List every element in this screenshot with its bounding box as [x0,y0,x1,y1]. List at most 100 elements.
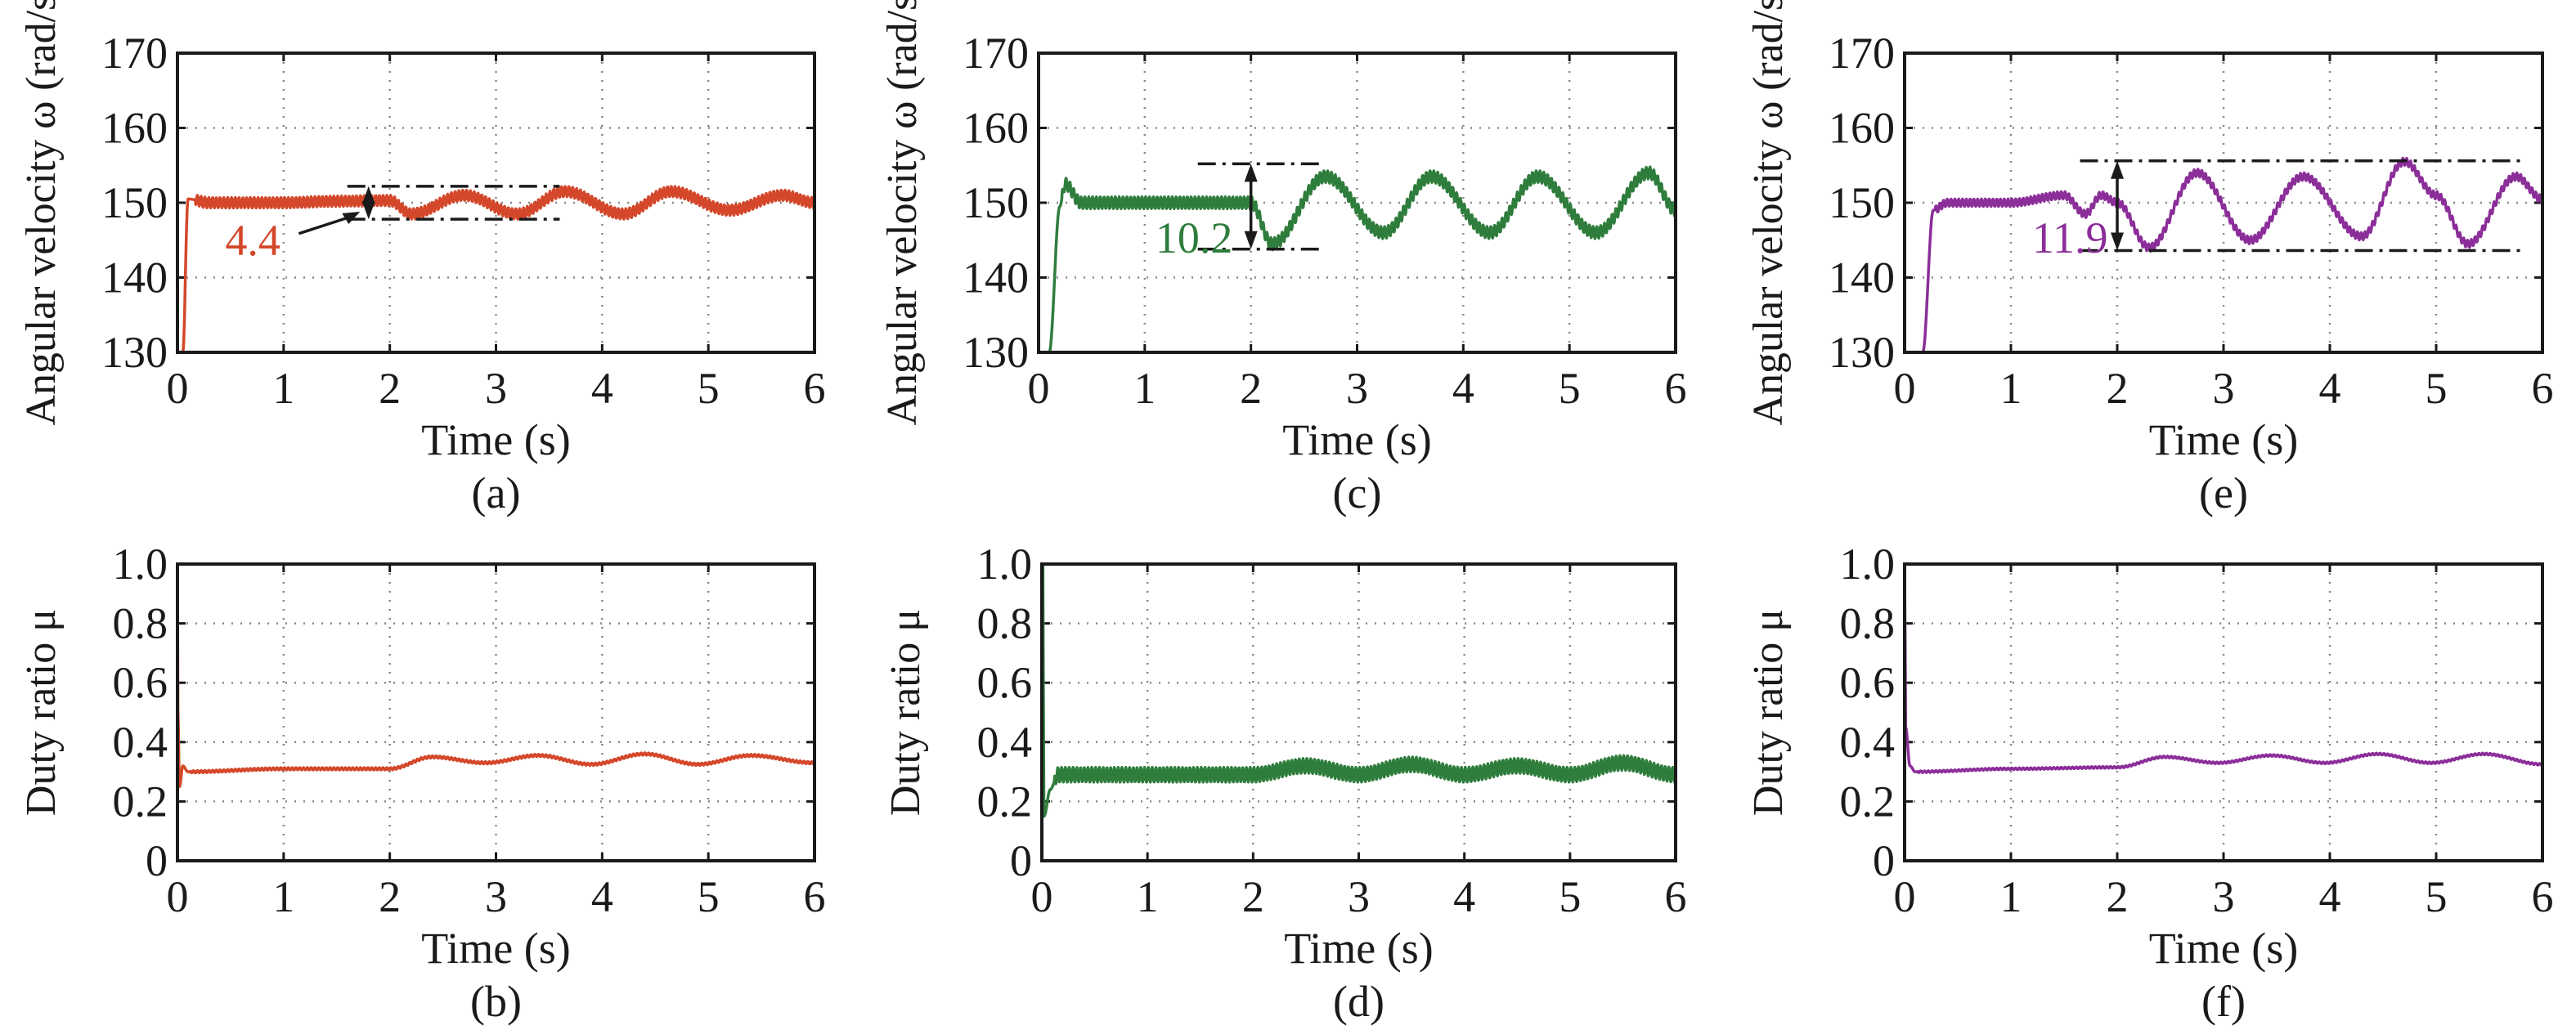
x-axis-label: Time (s) [1284,924,1434,973]
y-tick-label: 1.0 [977,540,1033,589]
y-tick-label: 0.6 [113,658,168,707]
x-tick-label: 6 [1665,872,1687,921]
series-line-c [1048,165,1677,353]
y-axis-label: Duty ratio μ [18,609,65,816]
x-axis-label: Time (s) [421,924,571,973]
axes-frame [176,52,816,354]
x-tick-label: 4 [2319,872,2341,921]
series-line-a [181,185,816,353]
arrow-head-up-icon [2111,160,2124,179]
x-tick-label: 5 [2426,364,2448,413]
x-tick-label: 4 [591,364,613,413]
x-tick-label: 6 [2532,364,2554,413]
y-tick-label: 1.0 [1840,540,1896,589]
panel-a: 0 1 2 3 4 5 6 130 140 150 160 170 4.4 Angular velocit… [18,0,826,517]
x-tick-label: 1 [1137,872,1159,921]
y-tick-label: 150 [101,178,168,227]
panel-b: 0 1 2 3 4 5 6 0 0.2 0.4 0.6 0.8 1.0 Duty ratio μ Time … [18,540,826,1026]
x-tick-label: 1 [1133,364,1156,413]
amplitude-label: 11.9 [2032,213,2108,262]
x-tick-label: 1 [2000,872,2022,921]
axes-frame [176,562,816,862]
panel-c: 0 1 2 3 4 5 6 130 140 150 160 170 10.2 Angular veloci… [879,0,1687,517]
y-tick-label: 150 [1829,178,1895,227]
x-tick-label: 4 [591,872,613,921]
x-tick-label: 1 [272,364,294,413]
y-tick-label: 0 [146,836,168,885]
arrow-head-down-icon [1244,231,1258,249]
y-tick-label: 160 [101,104,168,153]
x-tick-label: 0 [1031,872,1053,921]
x-tick-label: 1 [272,872,294,921]
x-tick-label: 6 [1665,364,1687,413]
x-axis-label: Time (s) [421,415,571,464]
x-tick-label: 4 [2319,364,2341,413]
x-tick-label: 0 [1894,364,1916,413]
y-tick-label: 0.2 [977,777,1033,826]
series-line-f [1903,563,2544,774]
arrow-head-down-icon [361,201,375,220]
series-line-b [176,563,816,789]
x-tick-label: 3 [1346,364,1368,413]
x-axis-label: Time (s) [1282,415,1432,464]
x-tick-label: 2 [379,364,401,413]
y-axis-label: Duty ratio μ [882,609,929,816]
x-tick-label: 6 [804,872,826,921]
panel-d: 0 1 2 3 4 5 6 0 0.2 0.4 0.6 0.8 1.0 Duty ratio μ Time … [882,540,1687,1026]
panel-caption: (a) [472,468,521,517]
y-tick-label: 0.8 [1840,599,1896,648]
y-tick-label: 0.6 [1840,658,1896,707]
x-tick-label: 6 [2532,872,2554,921]
y-tick-label: 0.4 [977,718,1033,767]
axes-frame [1040,562,1677,862]
x-tick-label: 5 [2426,872,2448,921]
y-tick-label: 170 [1829,29,1895,78]
arrow-head-up-icon [1244,163,1258,182]
axes-frame [1037,52,1677,354]
x-tick-label: 2 [1240,364,1262,413]
x-tick-label: 4 [1452,364,1474,413]
x-tick-label: 0 [1894,872,1916,921]
panel-e: 0 1 2 3 4 5 6 130 140 150 160 170 11.9 Angular veloci… [1745,0,2554,517]
x-tick-label: 0 [167,872,189,921]
y-axis-label: Angular velocity ω (rad/s) [879,0,926,426]
x-tick-label: 5 [698,872,720,921]
y-tick-label: 160 [963,104,1029,153]
y-tick-label: 0.4 [1840,718,1896,767]
x-tick-label: 2 [2107,872,2129,921]
x-tick-label: 3 [2213,364,2235,413]
y-tick-label: 0 [1873,836,1895,885]
series-line-e [1921,156,2544,353]
panel-caption: (d) [1333,977,1384,1026]
y-tick-label: 150 [963,178,1029,227]
panel-caption: (e) [2199,468,2248,517]
amplitude-label: 4.4 [225,216,280,265]
y-tick-label: 0.2 [1840,777,1896,826]
y-tick-label: 0.2 [113,777,168,826]
y-tick-label: 130 [963,328,1029,377]
panel-caption: (b) [470,977,522,1026]
y-tick-label: 140 [963,253,1029,302]
x-tick-label: 2 [2107,364,2129,413]
y-tick-label: 140 [1829,253,1895,302]
x-tick-label: 3 [2213,872,2235,921]
x-tick-label: 2 [1242,872,1264,921]
y-tick-label: 140 [101,253,168,302]
x-tick-label: 5 [698,364,720,413]
x-tick-label: 6 [804,364,826,413]
x-tick-label: 3 [485,872,507,921]
x-axis-label: Time (s) [2149,415,2299,464]
panel-caption: (f) [2201,977,2246,1026]
x-tick-label: 5 [1559,364,1581,413]
axes-frame [1903,52,2544,354]
y-axis-label: Duty ratio μ [1745,609,1792,816]
y-tick-label: 0.6 [977,658,1033,707]
y-tick-label: 0 [1010,836,1032,885]
y-tick-label: 1.0 [113,540,168,589]
y-tick-label: 0.8 [113,599,168,648]
pointer-arrow [298,214,354,235]
y-tick-label: 0.4 [113,718,168,767]
x-tick-label: 2 [379,872,401,921]
x-tick-label: 0 [167,364,189,413]
